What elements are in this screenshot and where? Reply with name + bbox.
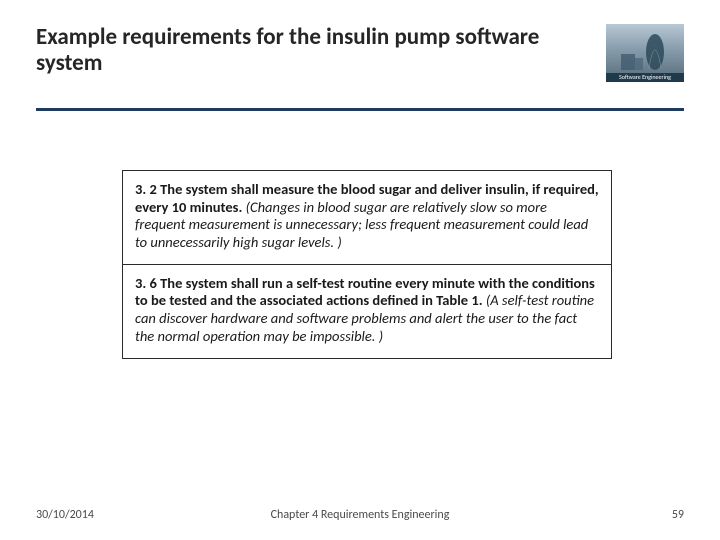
footer: 30/10/2014 Chapter 4 Requirements Engine… [36,508,684,522]
requirements-table: 3. 2 The system shall measure the blood … [122,170,612,359]
header: Example requirements for the insulin pum… [36,24,684,77]
page-number: 59 [672,508,684,522]
footer-date: 30/10/2014 [36,508,94,522]
title-rule [36,108,684,111]
slide-title: Example requirements for the insulin pum… [36,24,556,77]
footer-chapter: Chapter 4 Requirements Engineering [271,508,450,522]
requirement-row: 3. 2 The system shall measure the blood … [123,171,611,264]
requirement-row: 3. 6 The system shall run a self-test ro… [123,264,611,358]
book-logo: Software Engineering [606,24,684,82]
gherkin-icon [615,28,675,72]
logo-caption: Software Engineering [606,73,684,82]
slide: Example requirements for the insulin pum… [0,0,720,540]
